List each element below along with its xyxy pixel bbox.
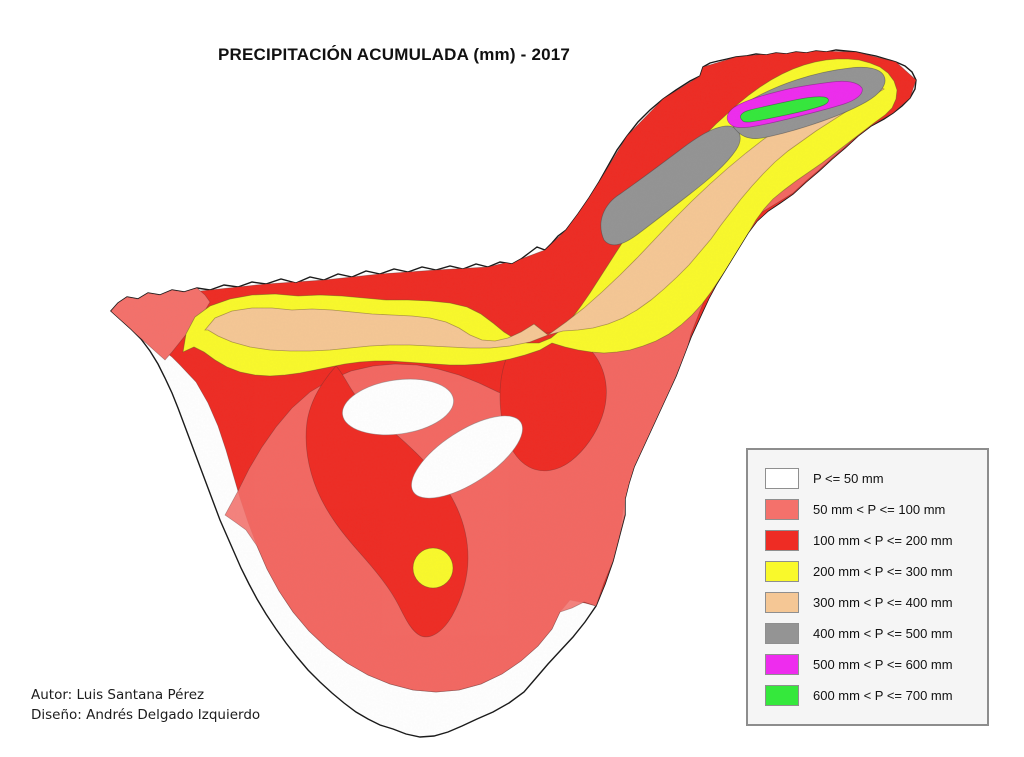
legend-swatch-300-400 <box>765 592 799 613</box>
legend-label: 100 mm < P <= 200 mm <box>813 533 953 548</box>
credits: Autor: Luis Santana Pérez Diseño: Andrés… <box>31 685 260 725</box>
credit-author: Autor: Luis Santana Pérez <box>31 687 205 703</box>
legend-swatch-400-500 <box>765 623 799 644</box>
legend-row: 400 mm < P <= 500 mm <box>765 618 987 649</box>
legend-swatch-100-200 <box>765 530 799 551</box>
legend-swatch-500-600 <box>765 654 799 675</box>
legend-swatch-200-300 <box>765 561 799 582</box>
credit-design: Diseño: Andrés Delgado Izquierdo <box>31 707 261 723</box>
legend-swatch-600-700 <box>765 685 799 706</box>
legend-swatch-0-50 <box>765 468 799 489</box>
legend-label: 500 mm < P <= 600 mm <box>813 657 953 672</box>
legend-row: 300 mm < P <= 400 mm <box>765 587 987 618</box>
legend-row: 200 mm < P <= 300 mm <box>765 556 987 587</box>
legend-row: 500 mm < P <= 600 mm <box>765 649 987 680</box>
legend-label: 400 mm < P <= 500 mm <box>813 626 953 641</box>
legend-row: 50 mm < P <= 100 mm <box>765 494 987 525</box>
legend-label: 300 mm < P <= 400 mm <box>813 595 953 610</box>
legend-label: 200 mm < P <= 300 mm <box>813 564 953 579</box>
legend-row: 600 mm < P <= 700 mm <box>765 680 987 711</box>
legend-row: 100 mm < P <= 200 mm <box>765 525 987 556</box>
page-title: PRECIPITACIÓN ACUMULADA (mm) - 2017 <box>218 45 571 64</box>
legend-row: P <= 50 mm <box>765 463 987 494</box>
legend-box: P <= 50 mm 50 mm < P <= 100 mm 100 mm < … <box>746 448 989 726</box>
legend-label: 600 mm < P <= 700 mm <box>813 688 953 703</box>
legend-label: P <= 50 mm <box>813 471 884 486</box>
legend-swatch-50-100 <box>765 499 799 520</box>
legend-label: 50 mm < P <= 100 mm <box>813 502 946 517</box>
